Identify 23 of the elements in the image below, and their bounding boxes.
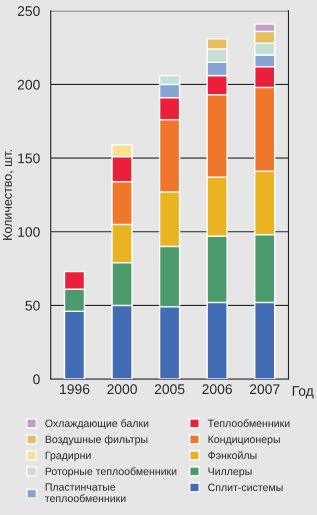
y-tick-label: 200 — [18, 80, 40, 90]
y-tick-label: 0 — [33, 374, 40, 384]
y-tick-label: 100 — [18, 227, 40, 237]
legend-label: Теплообменники — [208, 419, 290, 428]
legend-label: Кондиционеры — [208, 436, 280, 446]
legend-label: Чиллеры — [208, 468, 252, 478]
legend-label: Роторные теплообменники — [46, 467, 176, 478]
legend-label: Фэнкойлы — [208, 451, 256, 460]
x-tick-label: 2007 — [250, 384, 280, 394]
legend-label: Охлаждающие балки — [45, 419, 148, 430]
legend-label: Пластинчатые теплообменники — [45, 483, 126, 502]
y-tick-label: 50 — [25, 300, 40, 311]
legend-label: Сплит-системы — [208, 484, 283, 492]
y-tick-label: 250 — [18, 6, 40, 16]
y-axis-title: Количество, шт. — [3, 150, 14, 240]
x-tick-label: 2000 — [107, 384, 137, 394]
x-axis-title: Год — [292, 386, 314, 398]
x-tick-label: 2006 — [202, 384, 232, 394]
legend-label: Воздушные фильтры — [46, 435, 148, 446]
legend-label: Градирни — [46, 452, 91, 462]
x-tick-label: 1996 — [60, 384, 90, 394]
y-tick-label: 150 — [18, 153, 40, 164]
x-tick-label: 2005 — [154, 384, 184, 394]
